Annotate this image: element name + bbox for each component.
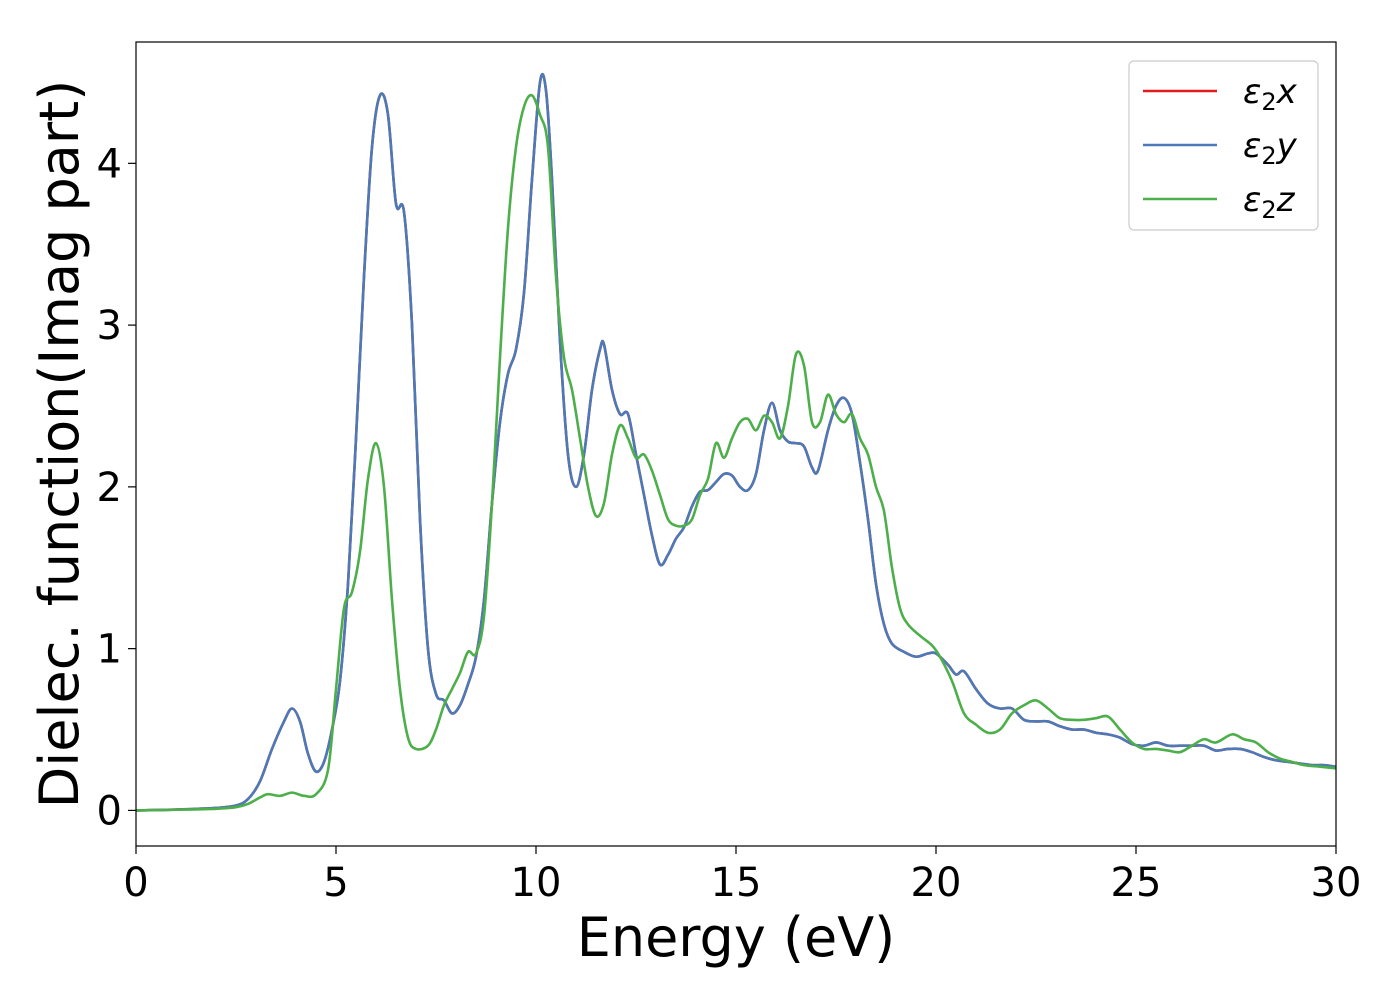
legend: ε2x ε2y ε2z [1128, 60, 1319, 231]
x-tick-label: 10 [511, 860, 562, 906]
x-tick-label: 0 [123, 860, 148, 906]
legend-box [1128, 60, 1319, 231]
x-tick-label: 15 [711, 860, 762, 906]
series-lines [136, 72, 1336, 812]
legend-label-y: ε2y [1243, 126, 1298, 170]
y-axis-ticks: 0 1 2 3 4 [97, 141, 136, 834]
y-tick-label: 4 [97, 141, 122, 187]
series-line-z [136, 93, 1336, 812]
y-axis-title: Dielec. function(Imag part) [28, 80, 91, 809]
series-line-y [136, 72, 1336, 812]
x-tick-label: 30 [1311, 860, 1362, 906]
x-axis-title: Energy (eV) [577, 906, 896, 969]
y-tick-label: 1 [97, 627, 122, 673]
x-tick-label: 20 [911, 860, 962, 906]
x-tick-label: 5 [323, 860, 348, 906]
y-tick-label: 2 [97, 465, 122, 511]
y-tick-label: 0 [97, 788, 122, 834]
x-axis-ticks: 0 5 10 15 20 25 30 [123, 846, 1361, 906]
x-tick-label: 25 [1111, 860, 1162, 906]
legend-label-x: ε2x [1243, 72, 1298, 116]
legend-label-z: ε2z [1243, 180, 1296, 224]
y-tick-label: 3 [97, 303, 122, 349]
